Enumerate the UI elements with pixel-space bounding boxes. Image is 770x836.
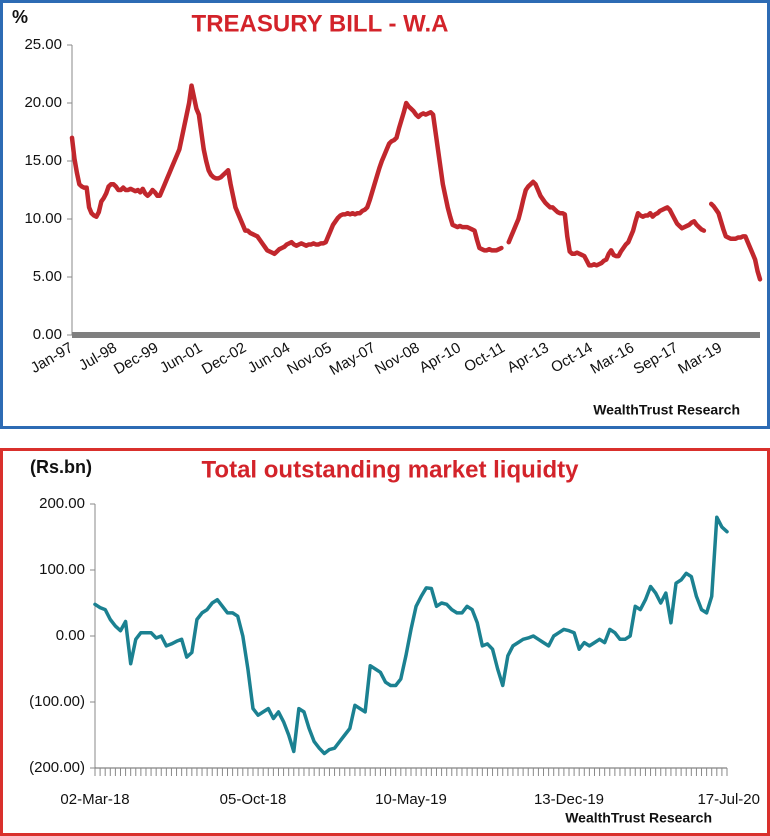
x-tick-label: 02-Mar-18: [60, 791, 129, 808]
x-tick-label: 10-May-19: [375, 791, 447, 808]
y-tick-label: 10.00: [24, 210, 62, 227]
y-unit: (Rs.bn): [30, 457, 92, 477]
y-tick-label: 15.00: [24, 152, 62, 169]
chart-title: Total outstanding market liquidty: [202, 456, 580, 483]
y-tick-label: 0.00: [56, 627, 85, 644]
y-tick-label: 200.00: [39, 495, 85, 512]
data-line: [69, 83, 763, 282]
data-line: [93, 515, 729, 756]
x-tick-label: 17-Jul-20: [697, 791, 760, 808]
y-tick-label: 100.00: [39, 561, 85, 578]
y-tick-label: (200.00): [29, 759, 85, 776]
y-unit: %: [12, 7, 28, 27]
chart-title: TREASURY BILL - W.A: [192, 10, 449, 37]
bottom-panel: [0, 448, 770, 836]
y-tick-label: (100.00): [29, 693, 85, 710]
source-note: WealthTrust Research: [593, 402, 740, 418]
y-tick-label: 0.00: [33, 326, 62, 343]
x-tick-label: 13-Dec-19: [534, 791, 604, 808]
source-note: WealthTrust Research: [565, 810, 712, 826]
x-tick-label: 05-Oct-18: [220, 791, 287, 808]
y-tick-label: 25.00: [24, 36, 62, 53]
y-tick-label: 5.00: [33, 268, 62, 285]
y-tick-label: 20.00: [24, 94, 62, 111]
